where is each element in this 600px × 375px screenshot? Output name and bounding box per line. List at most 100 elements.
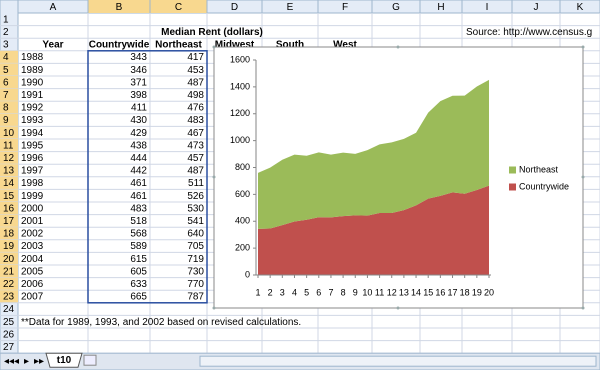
header-cell: Midwest [215, 40, 255, 51]
column-header[interactable]: A [50, 2, 57, 13]
row-header[interactable]: 18 [3, 229, 15, 240]
resize-handle[interactable] [581, 45, 585, 49]
tab-nav[interactable]: ◂ [14, 356, 19, 367]
value-cell: 483 [187, 115, 204, 126]
row-header[interactable]: 16 [3, 203, 15, 214]
year-cell: 2007 [21, 292, 44, 303]
resize-handle[interactable] [212, 175, 216, 179]
value-cell: 705 [187, 241, 204, 252]
sheet-tab[interactable] [45, 352, 83, 368]
year-cell: 2006 [21, 279, 44, 290]
row-header[interactable]: 6 [3, 77, 9, 88]
row-header[interactable]: 8 [3, 103, 9, 114]
row-header[interactable]: 25 [3, 317, 15, 328]
row-header[interactable]: 14 [3, 178, 15, 189]
value-cell: 530 [187, 203, 204, 214]
value-cell: 442 [130, 166, 147, 177]
row-header[interactable]: 11 [3, 140, 14, 151]
year-cell: 1995 [21, 140, 44, 151]
column-header[interactable]: E [287, 2, 294, 13]
column-header[interactable]: B [116, 2, 123, 13]
tab-nav[interactable]: ◂◂ [4, 356, 14, 367]
value-cell: 487 [187, 77, 204, 88]
year-cell: 1990 [21, 77, 44, 88]
x-tick-label: 6 [316, 287, 321, 297]
row-header[interactable]: 9 [3, 115, 9, 126]
value-cell: 498 [187, 90, 204, 101]
value-cell: 461 [130, 178, 147, 189]
year-cell: 2001 [21, 216, 44, 227]
row-header[interactable]: 10 [3, 128, 15, 139]
new-sheet-tab[interactable] [83, 354, 97, 366]
source-note: Source: http://www.census.g [466, 27, 592, 38]
row-header[interactable]: 24 [3, 304, 15, 315]
selected-row-header [0, 176, 18, 190]
value-cell: 346 [130, 65, 147, 76]
row-header[interactable]: 1 [3, 14, 9, 25]
value-cell: 511 [188, 178, 204, 189]
row-header[interactable]: 7 [3, 90, 9, 101]
selected-row-header [0, 126, 18, 139]
resize-handle[interactable] [581, 175, 585, 179]
tab-nav[interactable]: ▸▸ [34, 356, 44, 367]
x-tick-label: 17 [448, 287, 458, 297]
value-cell: 487 [187, 166, 204, 177]
year-cell: 2000 [21, 203, 44, 214]
column-header[interactable]: I [486, 2, 489, 13]
row-header[interactable]: 2 [3, 27, 9, 38]
row-header[interactable]: 17 [3, 216, 15, 227]
row-header[interactable]: 19 [3, 241, 15, 252]
year-cell: 1988 [21, 52, 44, 63]
row-header[interactable]: 4 [3, 52, 9, 63]
selected-row-header [0, 76, 18, 89]
selected-row-header [0, 63, 18, 76]
selection-border [87, 50, 208, 304]
column-header[interactable]: C [175, 2, 182, 13]
footnote: **Data for 1989, 1993, and 2002 based on… [21, 317, 301, 328]
row-header[interactable]: 15 [3, 191, 15, 202]
column-header[interactable]: F [342, 2, 348, 13]
row-header[interactable]: 27 [3, 342, 15, 353]
sheet-tab-label[interactable]: t10 [57, 355, 72, 366]
row-header[interactable]: 3 [3, 40, 9, 51]
column-header[interactable]: D [231, 2, 238, 13]
value-cell: 770 [187, 279, 204, 290]
tab-nav[interactable]: ▸ [24, 356, 29, 367]
column-header[interactable]: J [534, 2, 539, 13]
header-cell: South [276, 40, 304, 51]
resize-handle[interactable] [396, 45, 400, 49]
value-cell: 417 [187, 52, 204, 63]
x-tick-label: 16 [435, 287, 445, 297]
year-cell: 2005 [21, 266, 44, 277]
year-cell: 1994 [21, 128, 44, 139]
selected-row-header [0, 50, 18, 64]
resize-handle[interactable] [396, 306, 400, 310]
x-tick-label: 12 [387, 287, 397, 297]
year-cell: 1989 [21, 65, 44, 76]
column-header[interactable]: G [392, 2, 400, 13]
row-header[interactable]: 12 [3, 153, 15, 164]
value-cell: 633 [130, 279, 147, 290]
resize-handle[interactable] [212, 306, 216, 310]
resize-handle[interactable] [581, 306, 585, 310]
row-header[interactable]: 21 [3, 266, 15, 277]
row-header[interactable]: 13 [3, 166, 15, 177]
column-header[interactable]: K [577, 2, 584, 13]
resize-handle[interactable] [212, 45, 216, 49]
row-header[interactable]: 5 [3, 65, 9, 76]
row-header[interactable]: 23 [3, 292, 15, 303]
value-cell: 398 [130, 90, 147, 101]
value-cell: 568 [130, 229, 147, 240]
horizontal-scrollbar[interactable] [199, 355, 597, 367]
x-tick-label: 18 [460, 287, 470, 297]
row-header[interactable]: 22 [3, 279, 15, 290]
column-header[interactable]: H [437, 2, 444, 13]
legend-swatch [509, 183, 516, 191]
selected-row-header [0, 290, 18, 303]
value-cell: 444 [130, 153, 147, 164]
row-header[interactable]: 20 [3, 254, 15, 265]
y-tick-label: 200 [235, 243, 250, 253]
row-header[interactable]: 26 [3, 329, 15, 340]
